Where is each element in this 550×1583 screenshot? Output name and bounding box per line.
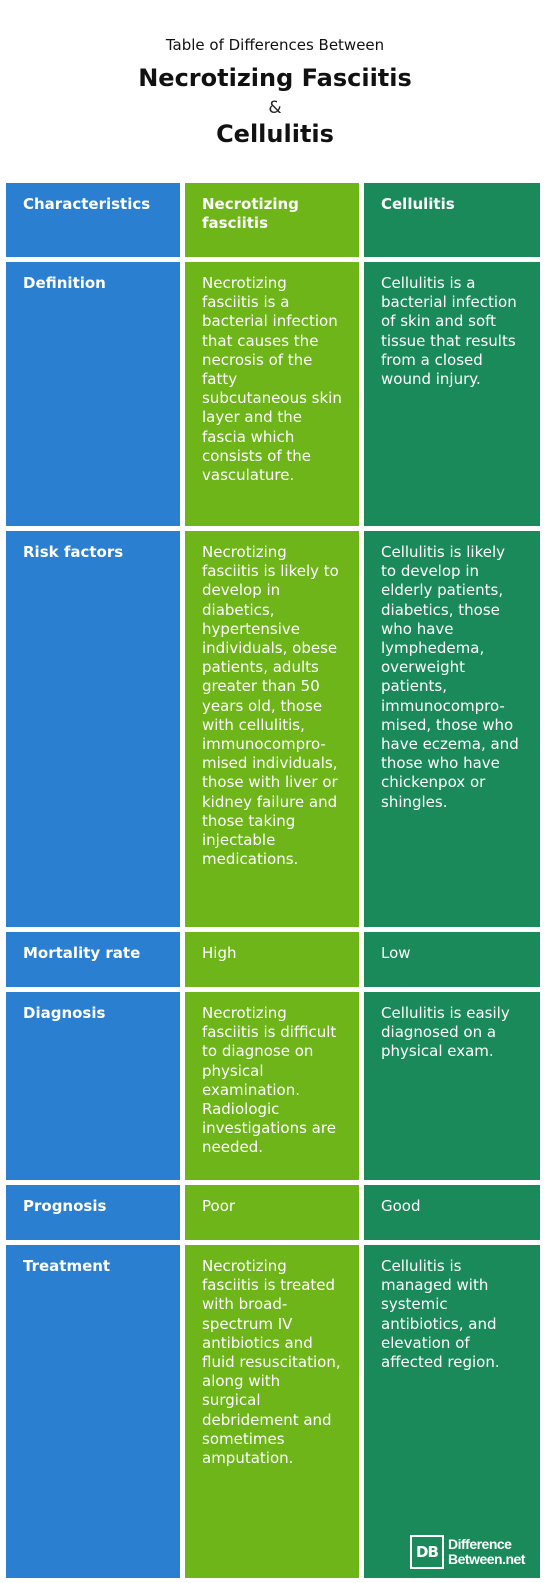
cell-definition-cellulitis: Cellulitis is a bacterial infection of s… [364, 262, 540, 526]
cell-treatment-nf: Necrotizing fasciitis is treated with br… [185, 1245, 359, 1578]
logo-line-1: Difference [448, 1536, 512, 1552]
row-label-prognosis: Prognosis [6, 1185, 180, 1240]
row-label-treatment: Treatment [6, 1245, 180, 1578]
cell-text: Poor [202, 1197, 236, 1215]
logo-wordmark: Difference Between.net [448, 1537, 525, 1567]
cell-risk-factors-cellulitis: Cellulitis is likely to develop in elder… [364, 531, 540, 927]
cell-text: Cellulitis is likely to develop in elder… [381, 543, 519, 811]
column-header-cellulitis: Cellulitis [364, 183, 540, 257]
row-label-mortality-rate: Mortality rate [6, 932, 180, 987]
cell-text: Cellulitis is a bacterial infection of s… [381, 274, 517, 389]
cell-text: Necrotizing fasciitis is a bacterial inf… [202, 274, 342, 485]
title-necrotizing-fasciitis: Necrotizing Fasciitis [138, 64, 412, 92]
cell-diagnosis-cellulitis: Cellulitis is easily diagnosed on a phys… [364, 992, 540, 1180]
row-label: Risk factors [23, 543, 124, 561]
cell-text: Low [381, 944, 411, 962]
cell-text: Good [381, 1197, 421, 1215]
cell-risk-factors-nf: Necrotizing fasciitis is likely to devel… [185, 531, 359, 927]
column-header-label: Characteristics [23, 195, 151, 213]
row-label: Mortality rate [23, 944, 141, 962]
title-cellulitis: Cellulitis [216, 120, 334, 148]
logo-mark: DB [410, 1535, 444, 1569]
header: Table of Differences Between Necrotizing… [0, 0, 550, 182]
column-header-characteristics: Characteristics [6, 183, 180, 257]
cell-prognosis-cellulitis: Good [364, 1185, 540, 1240]
cell-text: Cellulitis is easily diagnosed on a phys… [381, 1004, 510, 1061]
column-header-label: Necrotizing fasciitis [202, 195, 299, 233]
subtitle: Table of Differences Between [165, 36, 385, 54]
row-label-diagnosis: Diagnosis [6, 992, 180, 1180]
row-label: Diagnosis [23, 1004, 106, 1022]
row-label: Treatment [23, 1257, 111, 1275]
cell-mortality-cellulitis: Low [364, 932, 540, 987]
cell-text: Necrotizing fasciitis is treated with br… [202, 1257, 341, 1468]
row-label-risk-factors: Risk factors [6, 531, 180, 927]
differencebetween-logo: DB Difference Between.net [410, 1533, 530, 1571]
row-label: Definition [23, 274, 106, 292]
cell-text: Cellulitis is managed with systemic anti… [381, 1257, 500, 1372]
row-label-definition: Definition [6, 262, 180, 526]
cell-definition-nf: Necrotizing fasciitis is a bacterial inf… [185, 262, 359, 526]
row-label: Prognosis [23, 1197, 107, 1215]
cell-text: High [202, 944, 237, 962]
ampersand: & [268, 98, 282, 118]
cell-mortality-nf: High [185, 932, 359, 987]
column-header-necrotizing-fasciitis: Necrotizing fasciitis [185, 183, 359, 257]
cell-text: Necrotizing fasciitis is likely to devel… [202, 543, 339, 869]
logo-line-2: Between.net [448, 1551, 525, 1567]
cell-diagnosis-nf: Necrotizing fasciitis is difficult to di… [185, 992, 359, 1180]
cell-prognosis-nf: Poor [185, 1185, 359, 1240]
cell-text: Necrotizing fasciitis is difficult to di… [202, 1004, 337, 1157]
column-header-label: Cellulitis [381, 195, 455, 213]
cell-treatment-cellulitis: Cellulitis is managed with systemic anti… [364, 1245, 540, 1578]
